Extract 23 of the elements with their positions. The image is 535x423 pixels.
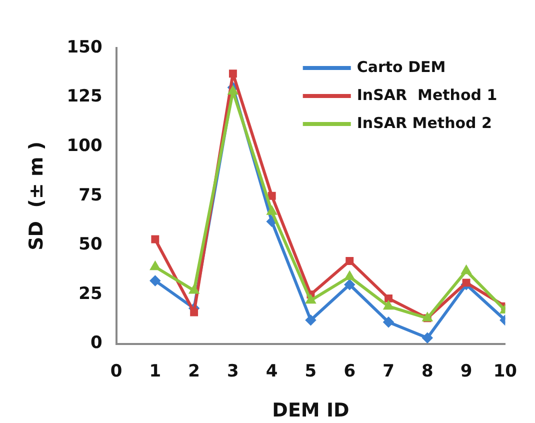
y-tick-label: 150 — [66, 37, 102, 58]
y-tick-label: 50 — [78, 234, 102, 255]
x-tick-label: 1 — [149, 361, 162, 382]
x-tick-label: 7 — [382, 361, 394, 382]
x-axis-title: DEM ID — [272, 400, 350, 422]
x-tick-label: 10 — [493, 361, 518, 382]
legend-label: InSAR Method 1 — [356, 86, 498, 104]
x-tick-label: 3 — [227, 361, 239, 382]
y-tick-label: 75 — [78, 185, 102, 206]
x-tick-label: 4 — [266, 361, 278, 382]
legend-label: Carto DEM — [356, 58, 446, 76]
legend-label: InSAR Method 2 — [356, 114, 492, 132]
y-tick-label: 0 — [90, 333, 102, 354]
x-tick-label: 0 — [110, 361, 122, 382]
y-tick-label: 25 — [78, 284, 102, 304]
y-axis-title: SD (± m ) — [25, 141, 48, 250]
y-tick-label: 100 — [66, 136, 102, 156]
x-tick-label: 9 — [460, 361, 472, 382]
y-tick-label: 125 — [66, 86, 102, 107]
x-tick-label: 5 — [304, 361, 317, 382]
x-tick-label: 8 — [421, 361, 434, 382]
x-tick-label: 6 — [344, 361, 356, 382]
x-tick-label: 2 — [188, 361, 200, 382]
